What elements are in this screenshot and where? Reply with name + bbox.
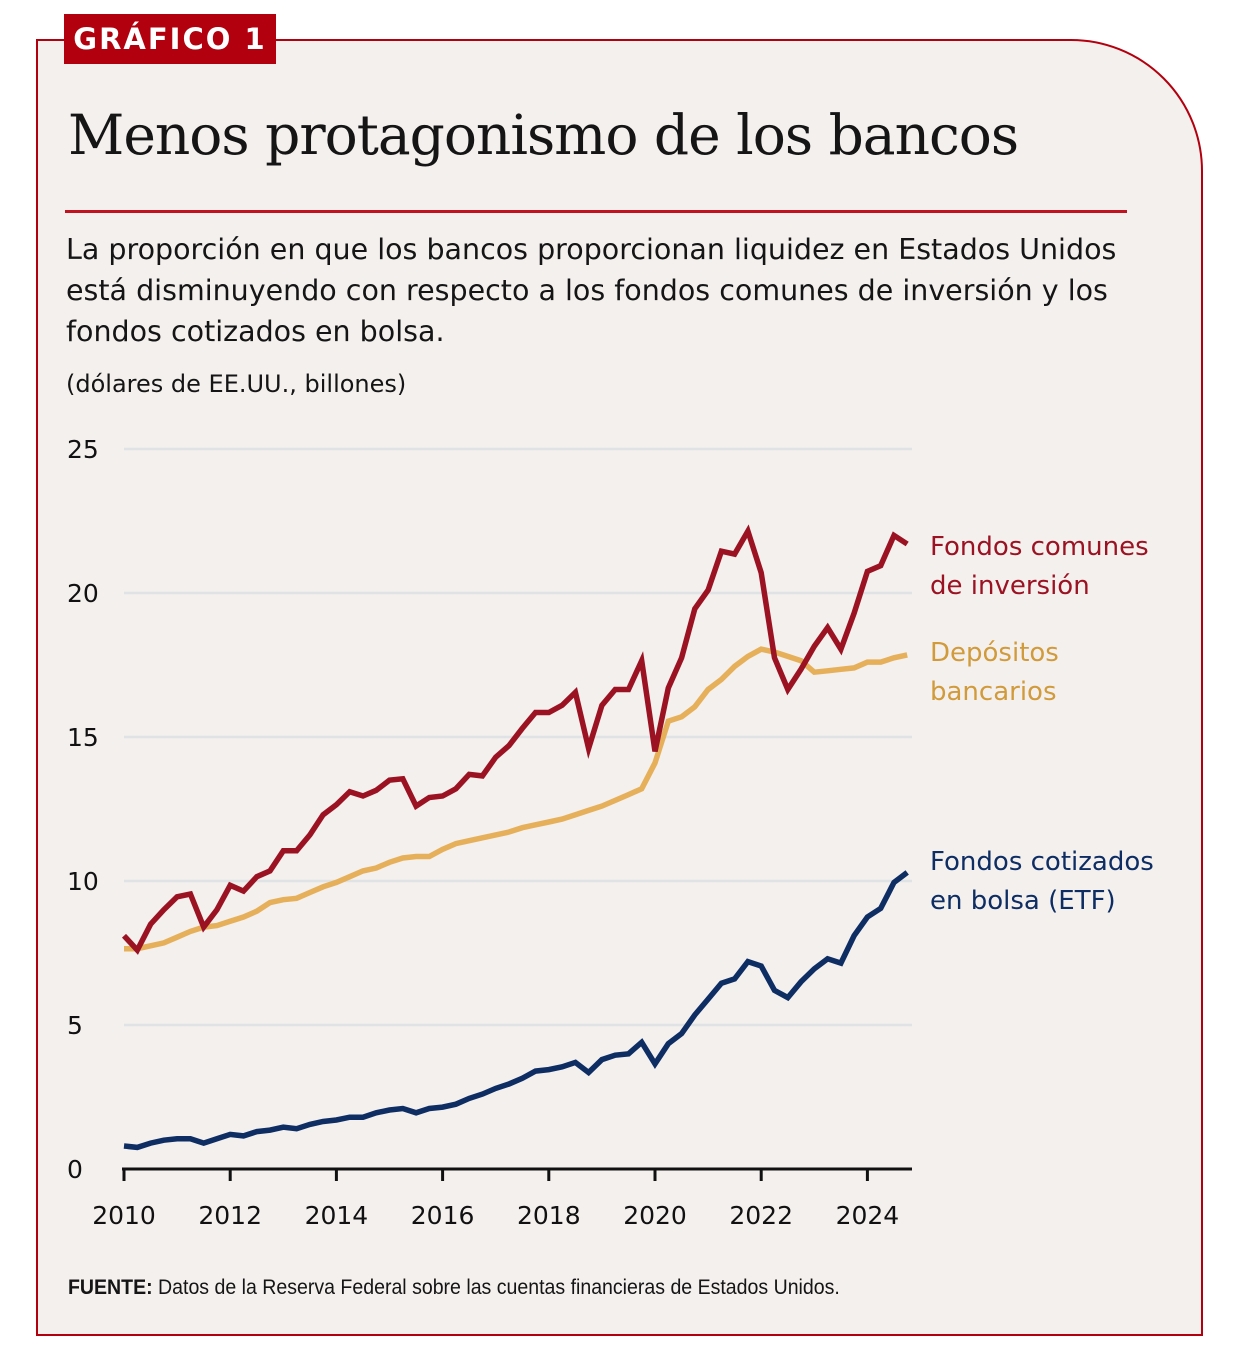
x-tick-label: 2024 [836,1201,900,1230]
y-tick-label: 25 [67,435,99,464]
source-label: FUENTE: [68,1276,153,1299]
series-line-bank-deposits [124,646,908,952]
series-labels: Fondos comunes de inversión Depósitos banca… [930,532,1154,916]
series-label: Depósitos [930,638,1059,668]
source-text: Datos de la Reserva Federal sobre las cu… [152,1276,840,1299]
series-line-mutual-funds [121,524,909,955]
chart-subtitle: La proporción en que los bancos proporci… [66,233,1117,348]
series-line-etf [123,870,909,1151]
series-label: en bolsa (ETF) [930,886,1116,916]
x-axis: 2010 2012 2014 2016 2018 2020 2022 2024 [92,1167,912,1230]
x-tick-label: 2020 [623,1201,687,1230]
series-label: de inversión [930,571,1090,601]
x-tick-label: 2010 [92,1201,156,1230]
series-label: bancarios [930,677,1057,707]
x-tick-label: 2014 [305,1201,369,1230]
y-tick-label: 20 [67,579,99,608]
y-tick-label: 5 [67,1011,83,1040]
source-note: FUENTE: Datos de la Reserva Federal sobr… [68,1276,840,1300]
y-tick-label: 15 [67,723,99,752]
y-tick-label: 10 [67,867,99,896]
title-divider [65,210,1127,213]
x-tick-label: 2016 [411,1201,475,1230]
x-tick-label: 2012 [198,1201,262,1230]
series-lines [121,524,909,1151]
x-tick-label: 2018 [517,1201,581,1230]
y-tick-label: 0 [67,1155,83,1184]
gridlines [124,447,912,1027]
units-label: (dólares de EE.UU., billones) [66,370,407,398]
series-label: Fondos cotizados [930,847,1154,877]
chart-number-tag: GRÁFICO 1 [64,14,276,64]
y-axis-tick-labels: 0 5 10 15 20 25 [67,435,99,1184]
x-tick-label: 2022 [729,1201,793,1230]
series-label: Fondos comunes [930,532,1149,562]
chart-title: Menos protagonismo de los bancos [68,103,1019,167]
